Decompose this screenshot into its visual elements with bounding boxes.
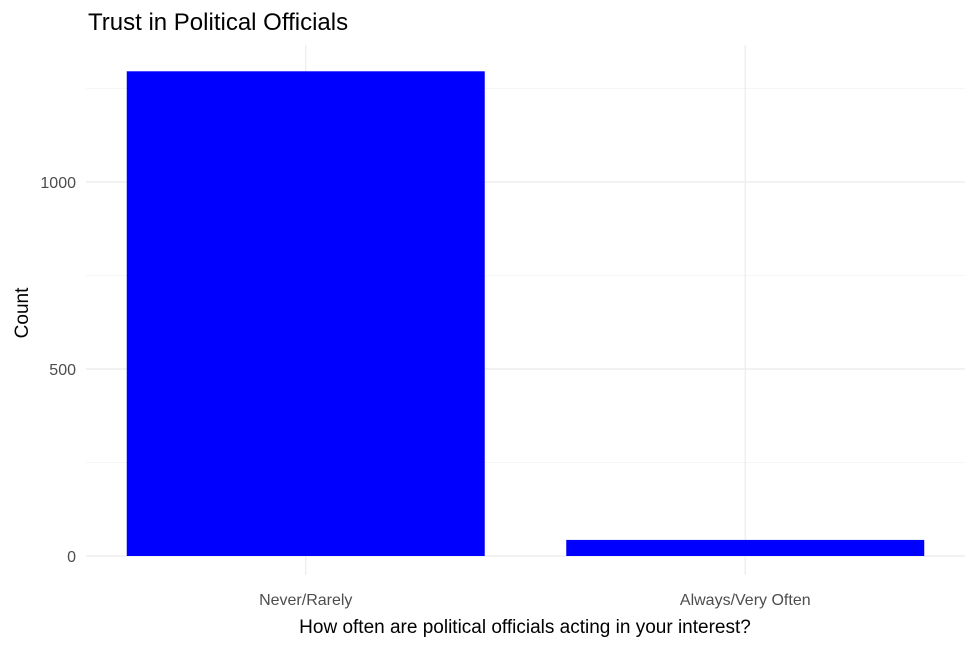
y-axis-label: Count bbox=[12, 287, 33, 338]
x-tick-label: Never/Rarely bbox=[259, 592, 352, 609]
x-tick-label: Always/Very Often bbox=[680, 592, 811, 609]
y-tick-label: 1000 bbox=[40, 175, 76, 192]
bar bbox=[126, 71, 485, 557]
y-axis-ticks: 0 500 1000 bbox=[40, 175, 76, 566]
x-axis-label: How often are political officials acting… bbox=[299, 617, 751, 638]
chart-title: Trust in Political Officials bbox=[88, 9, 348, 36]
x-axis-ticks: Never/Rarely Always/Very Often bbox=[259, 592, 811, 609]
bar bbox=[566, 539, 925, 556]
y-tick-label: 500 bbox=[49, 362, 76, 379]
bars bbox=[126, 71, 925, 557]
y-tick-label: 0 bbox=[67, 549, 76, 566]
